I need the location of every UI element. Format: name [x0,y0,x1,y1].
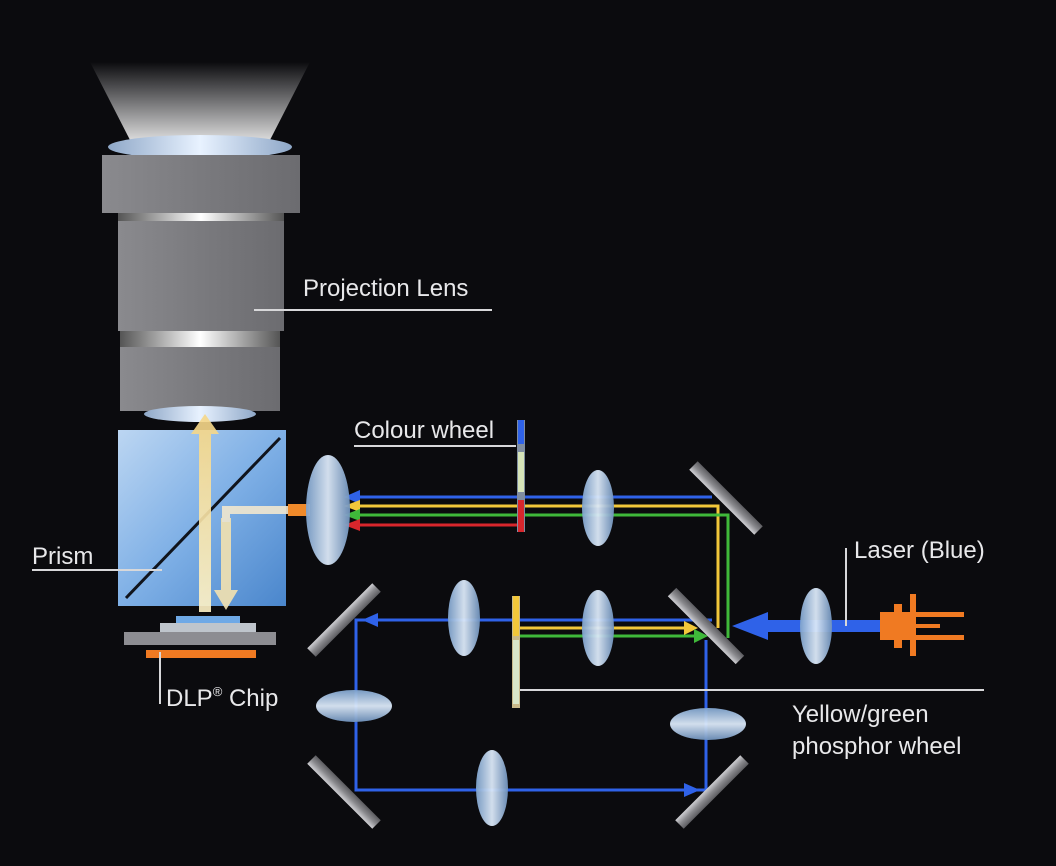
projection-lens [90,62,310,422]
label-dlp-chip: DLP® Chip [166,684,278,712]
green-beam-top [352,513,730,638]
label-projection-lens: Projection Lens [303,275,468,302]
laser-collimator-lens [800,588,832,664]
label-colour-wheel: Colour wheel [354,417,494,444]
label-laser-blue: Laser (Blue) [854,537,985,564]
arrow-blue-left [362,613,378,627]
relay-lens [316,690,392,722]
dichroic-mirror [667,587,745,665]
lens-barrel-front [102,155,300,213]
phosphor-wheel [512,596,520,708]
relay-lens [448,580,480,656]
relay-lens [582,470,614,546]
front-lens-element [108,135,292,159]
beam-arrowheads [344,490,708,797]
relay-lens [476,750,508,826]
light-paths [352,495,730,792]
chip-base [124,632,276,645]
label-dlp-suffix: Chip [222,685,278,712]
lens-barrel-middle [118,221,284,331]
lens-ring [118,213,284,221]
imaging-beam [191,414,300,612]
colour-wheel [517,420,525,532]
lens-ring [120,331,280,347]
dlp-chip [124,616,276,658]
arrow-blue [344,490,360,504]
orange-beam-to-prism [288,504,310,516]
laser-diode [880,594,964,656]
mirror-left-upper [307,583,381,657]
arrow-green [344,509,360,521]
chip-board [146,650,256,658]
rear-lens-element [144,406,256,422]
leader-lines [32,309,984,704]
projected-light-cone [90,62,310,140]
label-phosphor-line2: phosphor wheel [792,733,961,760]
label-dlp-sup: ® [213,684,223,699]
condenser-lens [306,455,350,565]
relay-lens [670,708,746,740]
mirror-bottom-right [675,755,749,829]
arrow-red [344,519,360,531]
lenses [306,455,832,826]
chip-window [176,616,240,623]
blue-beam-loop [354,618,712,792]
arrow-green-right [694,629,708,643]
chip-mount [160,623,256,632]
label-dlp-prefix: DLP [166,685,213,712]
mirror-left-lower [307,755,381,829]
mirrors [307,461,763,829]
yellow-beam-top [352,504,720,628]
arrow-blue-bottom [684,783,700,797]
arrow-yellow-right [684,621,698,635]
label-phosphor-line1: Yellow/green [792,701,929,728]
relay-lens [582,590,614,666]
lens-barrel-rear [120,347,280,411]
label-prism: Prism [32,543,93,570]
arrow-yellow [344,500,360,512]
mirror-top-right [689,461,763,535]
